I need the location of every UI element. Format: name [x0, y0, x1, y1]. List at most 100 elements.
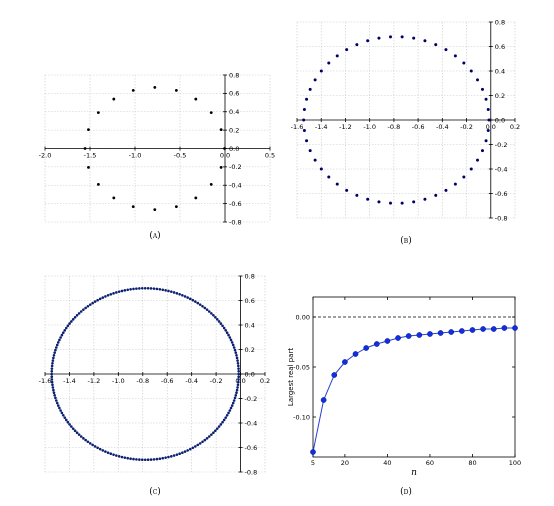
data-point	[462, 175, 466, 179]
data-point	[480, 87, 484, 91]
data-point	[129, 457, 132, 460]
data-point	[194, 196, 198, 200]
data-point	[96, 298, 99, 302]
data-point	[198, 442, 202, 445]
data-point	[237, 370, 240, 373]
y-tick-label: -0.8	[245, 468, 258, 476]
data-point	[237, 380, 240, 384]
data-point	[158, 457, 162, 460]
data-point	[212, 314, 215, 317]
data-point	[55, 343, 59, 347]
data-point	[490, 326, 497, 332]
data-point	[327, 175, 331, 179]
data-point	[77, 433, 81, 436]
data-point	[377, 36, 381, 40]
y-axis-label: Largest real part	[287, 348, 295, 406]
x-tick-label: 5	[311, 459, 315, 467]
plot-frame	[312, 296, 516, 458]
data-point	[227, 333, 230, 337]
data-point	[61, 331, 65, 334]
x-tick-label: -0.4	[436, 123, 449, 131]
data-point	[487, 118, 491, 122]
data-point	[205, 308, 209, 311]
data-point	[237, 364, 240, 368]
y-tick-label: 0.4	[245, 321, 255, 329]
x-tick-label: -0.8	[136, 377, 149, 385]
data-point	[135, 458, 138, 461]
data-point	[235, 388, 239, 392]
caption-b: (b)	[400, 236, 412, 246]
data-point	[191, 298, 195, 302]
data-point	[91, 301, 94, 305]
data-point	[161, 288, 165, 292]
data-point	[149, 458, 153, 461]
x-tick-label: -0.5	[174, 152, 187, 160]
x-tick-label: -0.2	[210, 377, 223, 385]
data-point	[302, 128, 306, 132]
data-point	[203, 438, 207, 442]
y-tick-label: 0.0	[245, 370, 255, 378]
data-point	[53, 351, 56, 354]
data-point	[172, 454, 176, 457]
data-point	[501, 325, 508, 331]
data-point	[229, 338, 233, 342]
data-point	[235, 353, 238, 357]
data-point	[132, 457, 135, 461]
y-tick-label: -0.8	[495, 214, 508, 222]
x-tick-label: -0.6	[412, 123, 425, 131]
data-point	[158, 288, 162, 291]
y-tick-label: 0.0	[229, 145, 239, 153]
data-point	[138, 287, 141, 290]
data-point	[120, 289, 124, 293]
data-point	[235, 356, 239, 360]
data-point	[117, 290, 121, 293]
data-point	[486, 128, 490, 132]
x-tick-label: -1.6	[291, 123, 304, 131]
y-tick-label: 0.8	[245, 272, 255, 280]
x-tick-label: 0.0	[486, 123, 496, 131]
x-tick-label: -0.6	[161, 377, 174, 385]
data-point	[335, 54, 339, 58]
y-tick-label: 0.8	[495, 18, 505, 26]
y-tick-label: -0.05	[293, 363, 310, 371]
data-point	[138, 458, 141, 461]
data-point	[140, 286, 144, 290]
data-point	[126, 288, 130, 292]
data-point	[345, 48, 349, 52]
data-point	[214, 315, 217, 319]
data-point	[183, 450, 187, 453]
data-point	[149, 287, 153, 290]
data-point	[170, 290, 173, 293]
data-point	[51, 359, 55, 362]
data-point	[52, 388, 55, 392]
data-point	[388, 35, 392, 39]
y-tick-label: -0.2	[245, 395, 258, 403]
data-point	[106, 294, 110, 297]
data-point	[164, 289, 167, 292]
x-tick-label: 40	[383, 459, 391, 467]
data-point	[50, 370, 54, 373]
x-tick-label: 100	[509, 459, 521, 467]
data-point	[215, 318, 219, 321]
y-tick-label: -0.6	[229, 200, 242, 208]
data-point	[236, 361, 240, 365]
data-point	[98, 447, 102, 451]
data-point	[71, 318, 75, 321]
y-tick-label: 0.6	[245, 297, 255, 305]
x-tick-label: 60	[426, 459, 434, 467]
data-point	[215, 427, 219, 430]
data-point	[194, 97, 198, 101]
data-point	[58, 338, 61, 342]
data-point	[308, 87, 312, 91]
data-point	[423, 39, 427, 43]
data-point	[132, 287, 135, 291]
data-point	[355, 193, 359, 197]
data-point	[126, 456, 130, 460]
data-point	[143, 286, 147, 290]
data-point	[352, 351, 359, 357]
data-point	[469, 69, 473, 73]
data-point	[106, 451, 110, 454]
data-point	[469, 167, 473, 171]
